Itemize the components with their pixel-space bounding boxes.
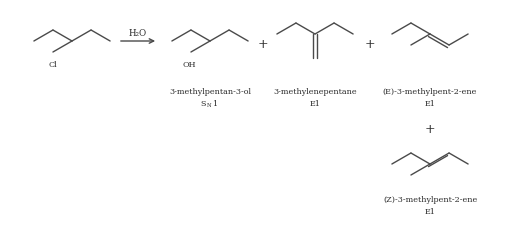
Text: Cl: Cl [49, 61, 57, 69]
Text: E1: E1 [425, 207, 436, 215]
Text: OH: OH [182, 61, 196, 69]
Text: E1: E1 [425, 100, 436, 108]
Text: 1: 1 [212, 100, 217, 108]
Text: S: S [200, 100, 206, 108]
Text: +: + [258, 38, 268, 51]
Text: 3-methylenepentane: 3-methylenepentane [273, 88, 357, 95]
Text: 3-methylpentan-3-ol: 3-methylpentan-3-ol [169, 88, 251, 95]
Text: E1: E1 [310, 100, 321, 108]
Text: H₂O: H₂O [129, 28, 147, 37]
Text: (Z)-3-methylpent-2-ene: (Z)-3-methylpent-2-ene [383, 195, 477, 203]
Text: +: + [425, 123, 435, 136]
Text: (E)-3-methylpent-2-ene: (E)-3-methylpent-2-ene [383, 88, 477, 95]
Text: +: + [365, 38, 376, 51]
Text: N: N [207, 103, 212, 108]
